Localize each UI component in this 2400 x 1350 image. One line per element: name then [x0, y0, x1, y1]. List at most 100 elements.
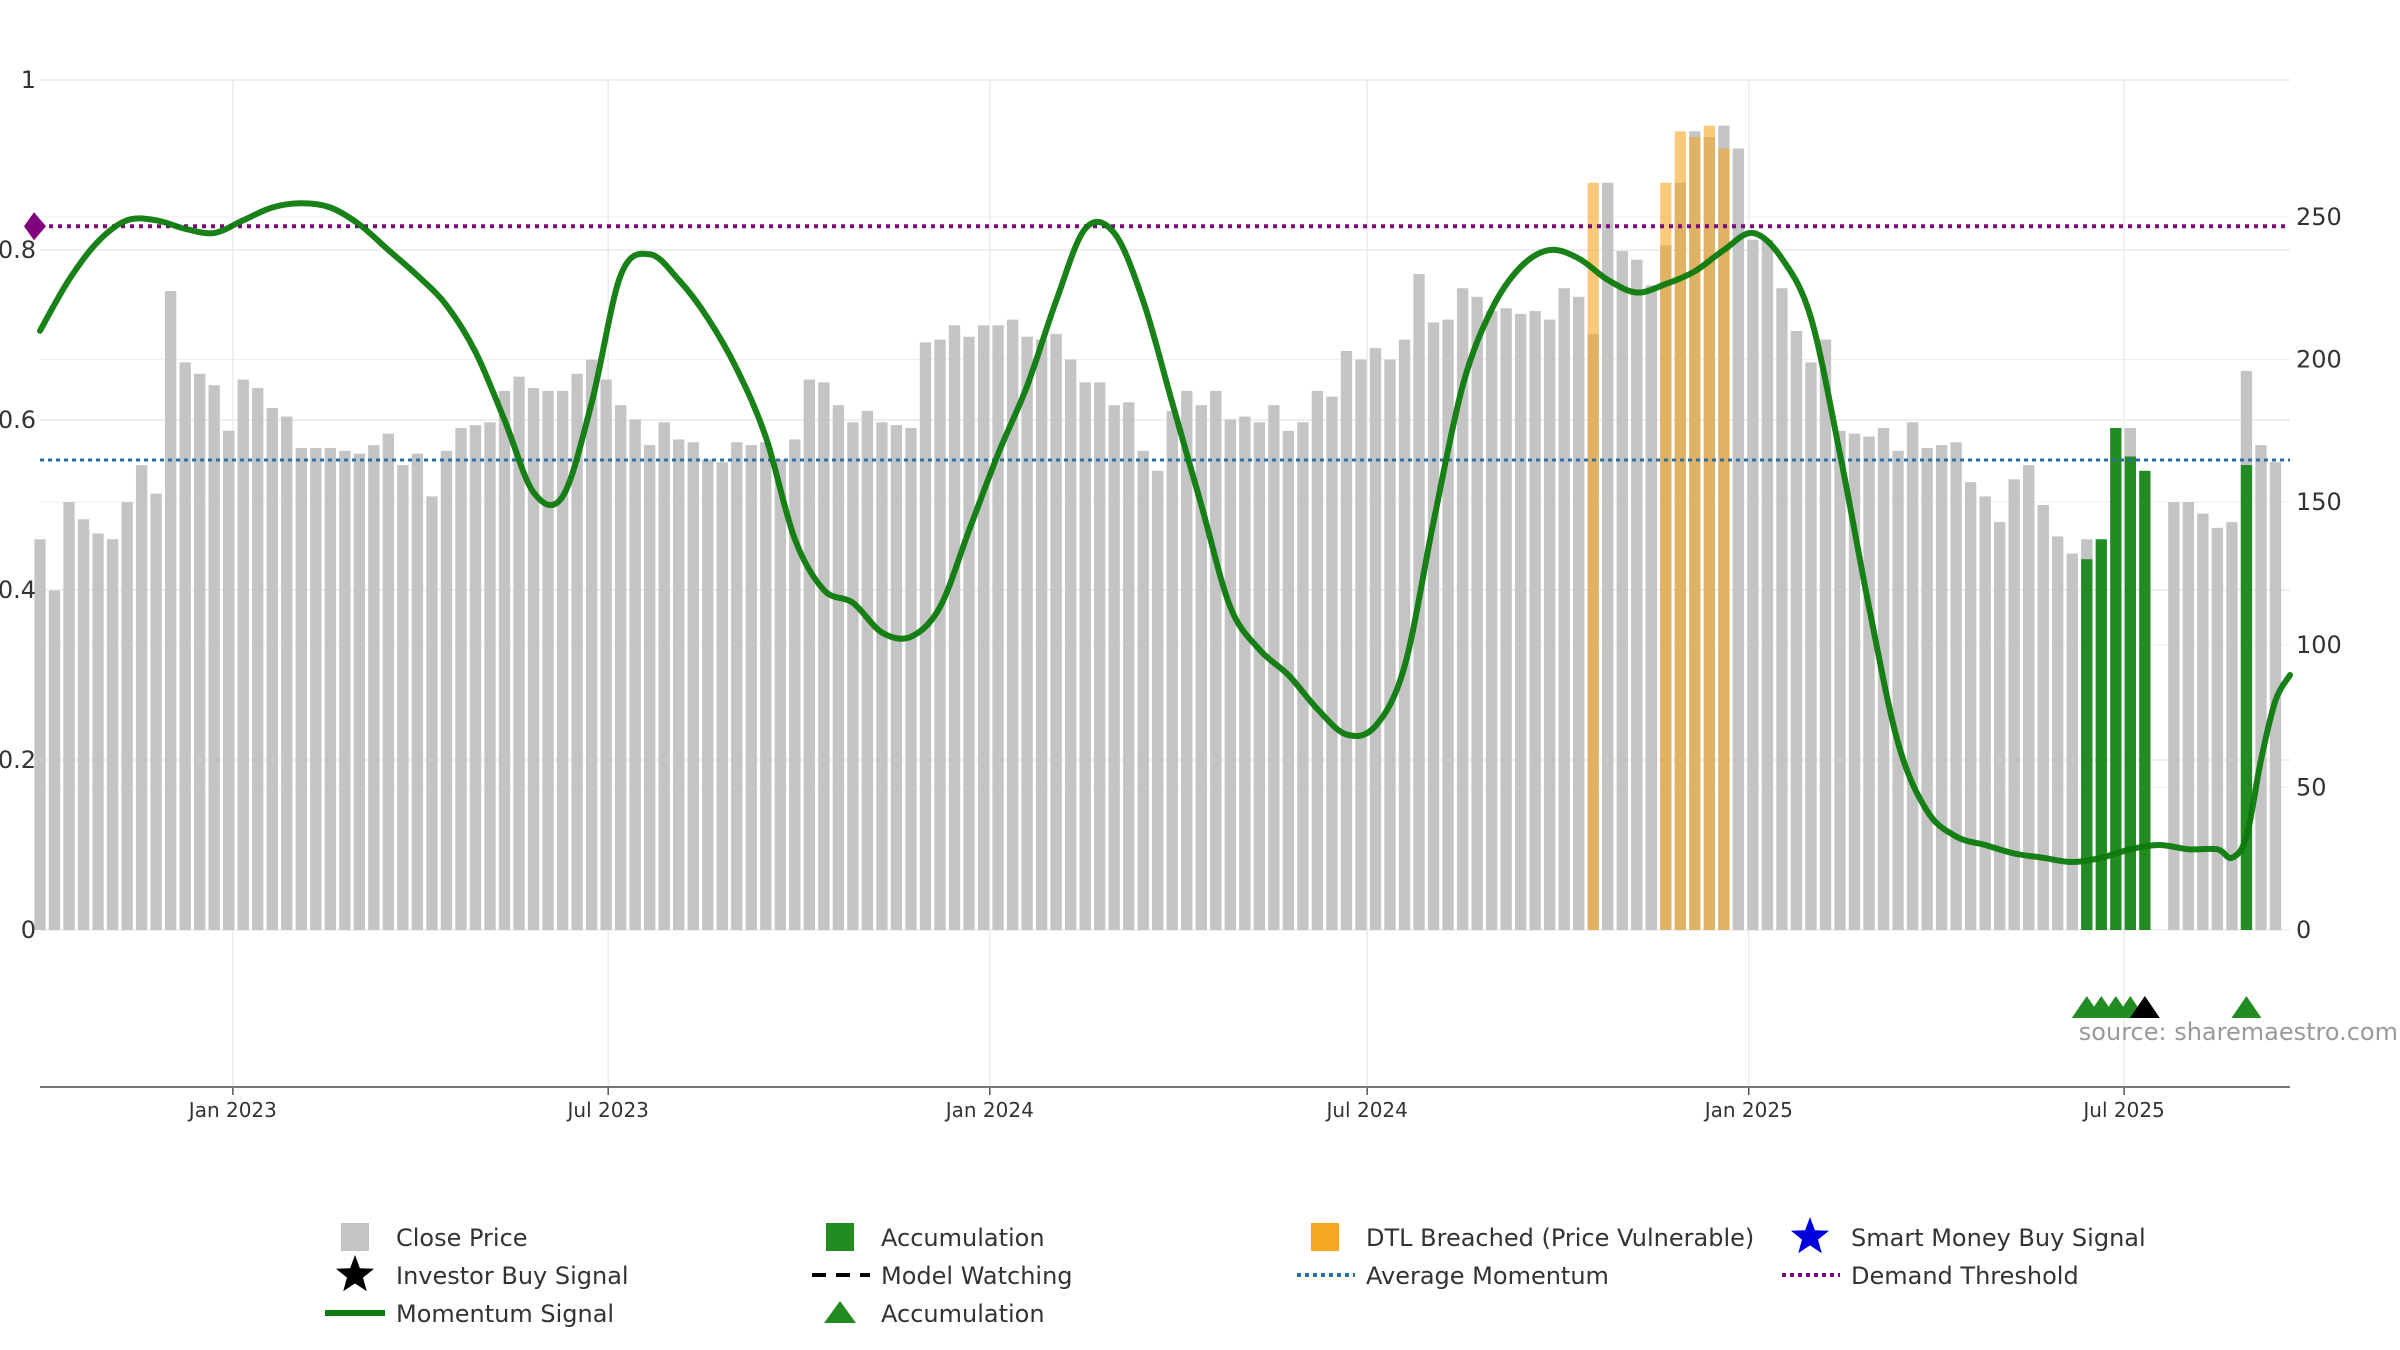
- close-price-bar: [934, 339, 946, 931]
- dtl-breached-bar: [1674, 131, 1686, 930]
- close-price-bar: [1398, 339, 1411, 931]
- close-price-bar: [731, 442, 743, 930]
- close-price-bar: [2226, 522, 2238, 930]
- close-price-bar: [847, 422, 859, 930]
- close-price-bar: [179, 362, 191, 930]
- legend: Close Price Accumulation DTL Breached (Pri…: [325, 1217, 2146, 1328]
- ytick-left-label: 1: [21, 66, 36, 94]
- close-price-bar: [1573, 296, 1585, 930]
- close-price-bar: [861, 410, 874, 930]
- source-label: source: sharemaestro.com: [2079, 1018, 2398, 1046]
- close-price-bar: [1340, 350, 1353, 930]
- close-price-bar: [789, 439, 801, 930]
- accumulation-bar: [2095, 539, 2107, 930]
- close-price-bar: [1485, 311, 1498, 930]
- close-price-bar: [977, 325, 990, 930]
- close-price-bar: [1544, 319, 1556, 931]
- close-price-bar: [1355, 359, 1367, 930]
- close-price-bar: [1848, 433, 1861, 930]
- close-price-bar: [1152, 470, 1164, 930]
- close-price-bar: [34, 539, 46, 930]
- close-price-bar: [745, 445, 757, 930]
- close-price-bar: [2197, 513, 2209, 930]
- ytick-left-label: 0.2: [0, 746, 36, 774]
- close-price-bar: [1181, 390, 1193, 931]
- close-price-bar: [600, 379, 612, 930]
- close-price-bar: [1863, 436, 1875, 930]
- close-price-legend-icon: [341, 1223, 369, 1251]
- close-price-bar: [1500, 308, 1512, 930]
- close-price-bar: [2037, 505, 2049, 930]
- close-price-bar: [324, 447, 336, 930]
- close-price-bar: [1442, 319, 1454, 931]
- dtl-breached-bar: [1587, 182, 1599, 930]
- momentum-signal-line: [37, 200, 2293, 865]
- close-price-bar: [614, 405, 627, 930]
- close-price-bar: [281, 416, 293, 931]
- close-price-bar: [1224, 419, 1236, 930]
- smart-money-star-icon: [1791, 1217, 1829, 1254]
- close-price-bar: [1166, 410, 1178, 930]
- close-price-bar: [1050, 333, 1062, 930]
- legend-label: Accumulation: [881, 1300, 1045, 1328]
- close-price-bar: [1384, 359, 1396, 930]
- close-price-bar: [1064, 359, 1077, 930]
- close-price-bar: [1776, 288, 1788, 931]
- close-price-bar: [571, 373, 583, 930]
- close-price-bar: [1790, 331, 1803, 930]
- close-price-bar: [223, 430, 235, 930]
- dtl-breached-bar: [1703, 125, 1716, 931]
- close-price-bar: [2008, 479, 2020, 930]
- legend-label: Model Watching: [881, 1262, 1073, 1290]
- current-level-marker: [24, 212, 46, 241]
- close-price-bar: [1994, 522, 2006, 930]
- accumulation-bar: [2110, 427, 2122, 930]
- close-price-bar: [1006, 319, 1019, 931]
- lines-layer: [37, 200, 2293, 865]
- close-price-bar: [1297, 422, 1309, 930]
- close-price-bar: [513, 376, 525, 930]
- accumulation-bar: [2081, 559, 2093, 930]
- close-price-bar: [1311, 390, 1324, 931]
- close-price-bar: [77, 519, 90, 930]
- close-price-bar: [1079, 382, 1091, 930]
- close-price-bar: [1427, 322, 1440, 930]
- close-price-bar: [1529, 311, 1541, 930]
- close-price-bar: [164, 291, 177, 930]
- accumulation-bar: [2139, 470, 2151, 930]
- ytick-right-label: 100: [2296, 631, 2342, 659]
- xtick-label: Jul 2024: [1324, 1098, 1407, 1122]
- close-price-bar: [295, 447, 307, 930]
- accumulation-triangle: [2231, 996, 2262, 1018]
- close-price-bar: [1456, 288, 1469, 931]
- close-price-bar: [1935, 445, 1948, 930]
- close-price-bar: [1369, 348, 1382, 930]
- legend-label: Momentum Signal: [396, 1300, 614, 1328]
- close-price-bar: [397, 465, 409, 930]
- accumulation-bar: [2240, 465, 2253, 930]
- close-price-bar: [760, 442, 772, 930]
- close-price-bar: [1035, 339, 1048, 931]
- close-price-bar: [905, 427, 917, 930]
- xtick-label: Jan 2025: [1703, 1098, 1793, 1122]
- investor-buy-triangle: [2129, 996, 2160, 1018]
- close-price-bar: [818, 382, 830, 930]
- close-price-bar: [469, 425, 482, 930]
- close-price-bar: [556, 390, 569, 931]
- close-price-bar: [876, 422, 888, 930]
- close-price-bar: [194, 373, 206, 930]
- close-price-bar: [1239, 416, 1251, 931]
- accumulation-triangle-legend-icon: [824, 1301, 856, 1323]
- close-price-bar: [2023, 465, 2035, 930]
- close-price-bar: [1747, 239, 1759, 930]
- close-price-bar: [353, 453, 366, 930]
- close-price-bar: [1834, 430, 1846, 930]
- close-price-bar: [1123, 402, 1135, 930]
- close-price-bar: [963, 336, 975, 930]
- close-price-bar: [673, 439, 685, 930]
- accumulation-legend-icon: [826, 1223, 854, 1251]
- bars-layer: [34, 125, 2282, 931]
- close-price-bar: [1094, 382, 1106, 930]
- legend-label: DTL Breached (Price Vulnerable): [1366, 1224, 1754, 1252]
- legend-label: Average Momentum: [1366, 1262, 1609, 1290]
